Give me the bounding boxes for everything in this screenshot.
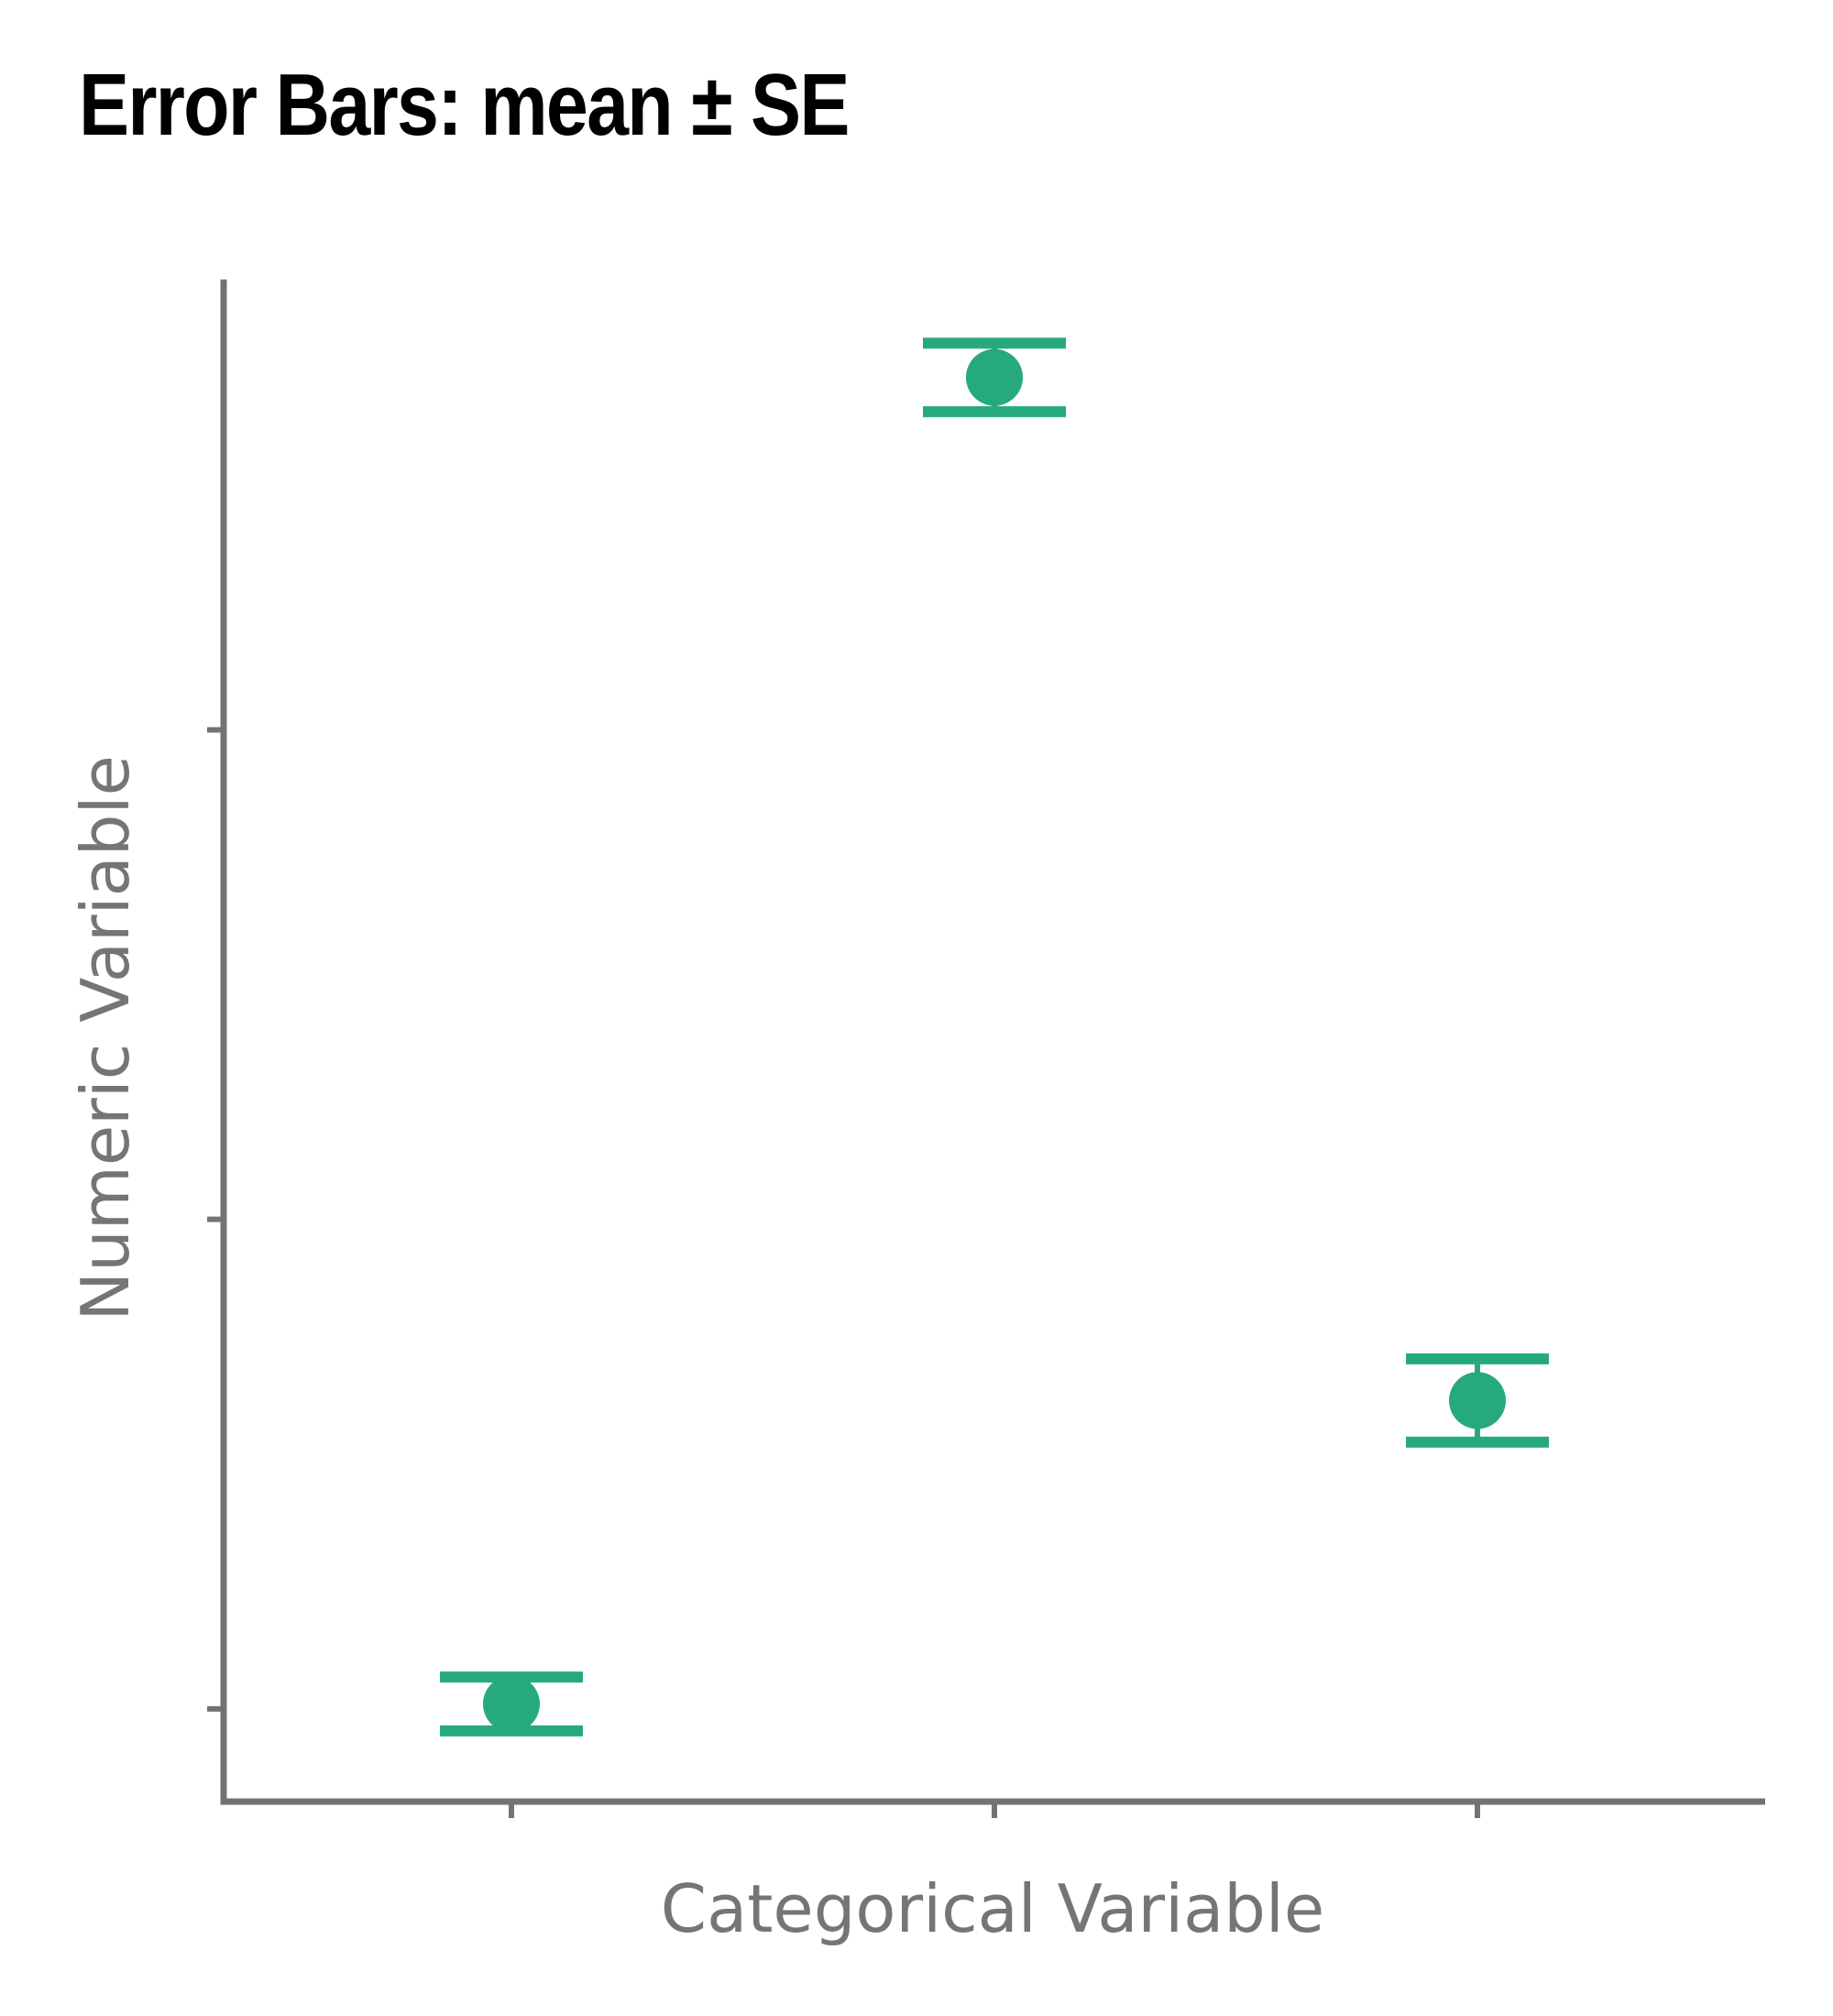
mean-point xyxy=(1449,1372,1506,1430)
x-ticks xyxy=(509,1802,1480,1818)
chart-title: Error Bars: mean ± SE xyxy=(79,56,850,154)
x-axis-label: Categorical Variable xyxy=(661,1870,1324,1947)
y-axis-label: Numeric Variable xyxy=(67,755,144,1321)
y-ticks xyxy=(207,727,224,1712)
data-marks xyxy=(440,337,1549,1737)
axes xyxy=(220,279,1765,1805)
error-bar-group xyxy=(1406,1353,1549,1448)
error-bar-group xyxy=(440,1671,583,1737)
error-bar-group xyxy=(923,337,1066,418)
mean-point xyxy=(966,348,1023,406)
mean-point xyxy=(483,1675,540,1733)
